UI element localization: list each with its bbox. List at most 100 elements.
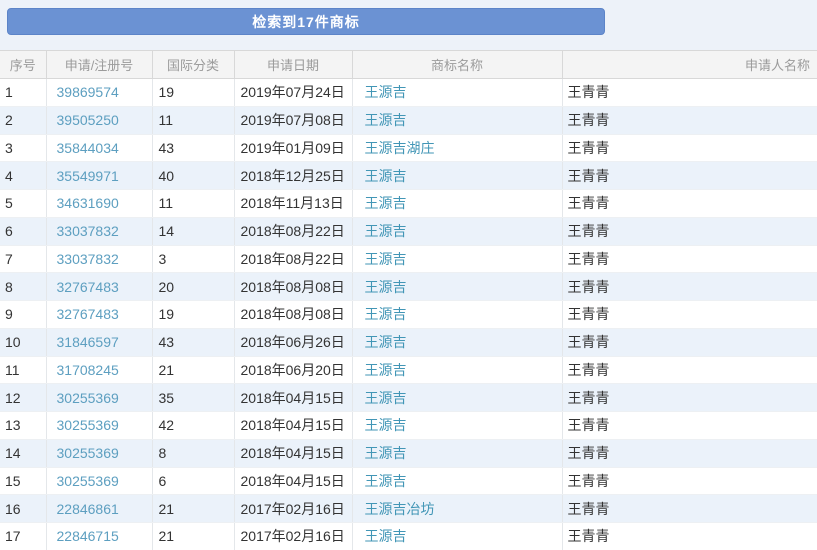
cell-trademark-name-link[interactable]: 王源吉 (352, 272, 563, 301)
cell-trademark-name-link[interactable]: 王源吉 (352, 245, 563, 274)
cell-index: 8 (0, 272, 47, 301)
table-row: 10 31846597 43 2018年06月26日 王源吉 王青青 (0, 328, 817, 357)
cell-trademark-name-link[interactable]: 王源吉 (352, 383, 563, 412)
cell-applicant-name: 王青青 (562, 272, 817, 301)
cell-index: 12 (0, 383, 47, 412)
cell-trademark-name-link[interactable]: 王源吉 (352, 467, 563, 496)
cell-registration-number-link[interactable]: 22846861 (46, 494, 153, 523)
cell-trademark-name-link[interactable]: 王源吉 (352, 439, 563, 468)
cell-applicant-name: 王青青 (562, 522, 817, 550)
cell-index: 13 (0, 411, 47, 440)
cell-applicant-name: 王青青 (562, 217, 817, 246)
cell-registration-number-link[interactable]: 30255369 (46, 383, 153, 412)
cell-registration-number-link[interactable]: 32767483 (46, 300, 153, 329)
cell-applicant-name: 王青青 (562, 245, 817, 274)
cell-trademark-name-link[interactable]: 王源吉 (352, 356, 563, 385)
cell-application-date: 2018年04月15日 (234, 411, 353, 440)
cell-application-date: 2018年12月25日 (234, 161, 353, 190)
cell-index: 6 (0, 217, 47, 246)
cell-trademark-name-link[interactable]: 王源吉 (352, 411, 563, 440)
cell-intl-class: 11 (152, 106, 235, 135)
cell-index: 11 (0, 356, 47, 385)
cell-applicant-name: 王青青 (562, 439, 817, 468)
result-count-banner: 检索到17件商标 (7, 8, 605, 35)
cell-trademark-name-link[interactable]: 王源吉 (352, 161, 563, 190)
column-header-applicant-name: 申请人名称 (562, 50, 817, 79)
cell-index: 5 (0, 189, 47, 218)
cell-registration-number-link[interactable]: 30255369 (46, 411, 153, 440)
cell-trademark-name-link[interactable]: 王源吉 (352, 300, 563, 329)
cell-applicant-name: 王青青 (562, 78, 817, 107)
column-header-application-date: 申请日期 (234, 50, 353, 79)
cell-intl-class: 20 (152, 272, 235, 301)
table-row: 11 31708245 21 2018年06月20日 王源吉 王青青 (0, 356, 817, 385)
cell-application-date: 2018年06月20日 (234, 356, 353, 385)
column-header-registration-number: 申请/注册号 (46, 50, 153, 79)
cell-trademark-name-link[interactable]: 王源吉冶坊 (352, 494, 563, 523)
cell-applicant-name: 王青青 (562, 189, 817, 218)
cell-registration-number-link[interactable]: 32767483 (46, 272, 153, 301)
cell-registration-number-link[interactable]: 34631690 (46, 189, 153, 218)
cell-index: 15 (0, 467, 47, 496)
table-row: 14 30255369 8 2018年04月15日 王源吉 王青青 (0, 439, 817, 468)
cell-application-date: 2018年04月15日 (234, 383, 353, 412)
cell-intl-class: 43 (152, 134, 235, 163)
cell-registration-number-link[interactable]: 35844034 (46, 134, 153, 163)
cell-trademark-name-link[interactable]: 王源吉 (352, 78, 563, 107)
cell-application-date: 2019年07月24日 (234, 78, 353, 107)
cell-intl-class: 3 (152, 245, 235, 274)
cell-applicant-name: 王青青 (562, 106, 817, 135)
cell-registration-number-link[interactable]: 35549971 (46, 161, 153, 190)
cell-intl-class: 40 (152, 161, 235, 190)
cell-index: 9 (0, 300, 47, 329)
cell-trademark-name-link[interactable]: 王源吉湖庄 (352, 134, 563, 163)
cell-intl-class: 42 (152, 411, 235, 440)
cell-registration-number-link[interactable]: 31846597 (46, 328, 153, 357)
cell-registration-number-link[interactable]: 30255369 (46, 467, 153, 496)
table-row: 8 32767483 20 2018年08月08日 王源吉 王青青 (0, 272, 817, 301)
cell-index: 10 (0, 328, 47, 357)
cell-intl-class: 11 (152, 189, 235, 218)
table-row: 1 39869574 19 2019年07月24日 王源吉 王青青 (0, 78, 817, 107)
cell-intl-class: 21 (152, 494, 235, 523)
cell-index: 17 (0, 522, 47, 550)
cell-applicant-name: 王青青 (562, 134, 817, 163)
cell-registration-number-link[interactable]: 33037832 (46, 245, 153, 274)
column-header-trademark-name: 商标名称 (352, 50, 563, 79)
cell-trademark-name-link[interactable]: 王源吉 (352, 217, 563, 246)
cell-applicant-name: 王青青 (562, 411, 817, 440)
column-header-index: 序号 (0, 50, 47, 79)
cell-applicant-name: 王青青 (562, 494, 817, 523)
cell-applicant-name: 王青青 (562, 467, 817, 496)
table-row: 12 30255369 35 2018年04月15日 王源吉 王青青 (0, 383, 817, 412)
cell-registration-number-link[interactable]: 33037832 (46, 217, 153, 246)
cell-intl-class: 21 (152, 356, 235, 385)
cell-registration-number-link[interactable]: 31708245 (46, 356, 153, 385)
cell-registration-number-link[interactable]: 30255369 (46, 439, 153, 468)
table-row: 3 35844034 43 2019年01月09日 王源吉湖庄 王青青 (0, 134, 817, 163)
cell-applicant-name: 王青青 (562, 356, 817, 385)
cell-application-date: 2018年06月26日 (234, 328, 353, 357)
cell-application-date: 2019年07月08日 (234, 106, 353, 135)
cell-application-date: 2018年08月08日 (234, 272, 353, 301)
cell-trademark-name-link[interactable]: 王源吉 (352, 189, 563, 218)
cell-application-date: 2018年04月15日 (234, 439, 353, 468)
cell-registration-number-link[interactable]: 39505250 (46, 106, 153, 135)
cell-trademark-name-link[interactable]: 王源吉 (352, 328, 563, 357)
cell-registration-number-link[interactable]: 39869574 (46, 78, 153, 107)
table-row: 5 34631690 11 2018年11月13日 王源吉 王青青 (0, 189, 817, 218)
cell-trademark-name-link[interactable]: 王源吉 (352, 522, 563, 550)
cell-index: 2 (0, 106, 47, 135)
cell-application-date: 2018年04月15日 (234, 467, 353, 496)
cell-intl-class: 8 (152, 439, 235, 468)
cell-application-date: 2019年01月09日 (234, 134, 353, 163)
table-row: 17 22846715 21 2017年02月16日 王源吉 王青青 (0, 522, 817, 550)
cell-registration-number-link[interactable]: 22846715 (46, 522, 153, 550)
cell-application-date: 2018年08月22日 (234, 245, 353, 274)
cell-intl-class: 21 (152, 522, 235, 550)
table-row: 2 39505250 11 2019年07月08日 王源吉 王青青 (0, 106, 817, 135)
cell-application-date: 2017年02月16日 (234, 494, 353, 523)
cell-trademark-name-link[interactable]: 王源吉 (352, 106, 563, 135)
cell-intl-class: 14 (152, 217, 235, 246)
